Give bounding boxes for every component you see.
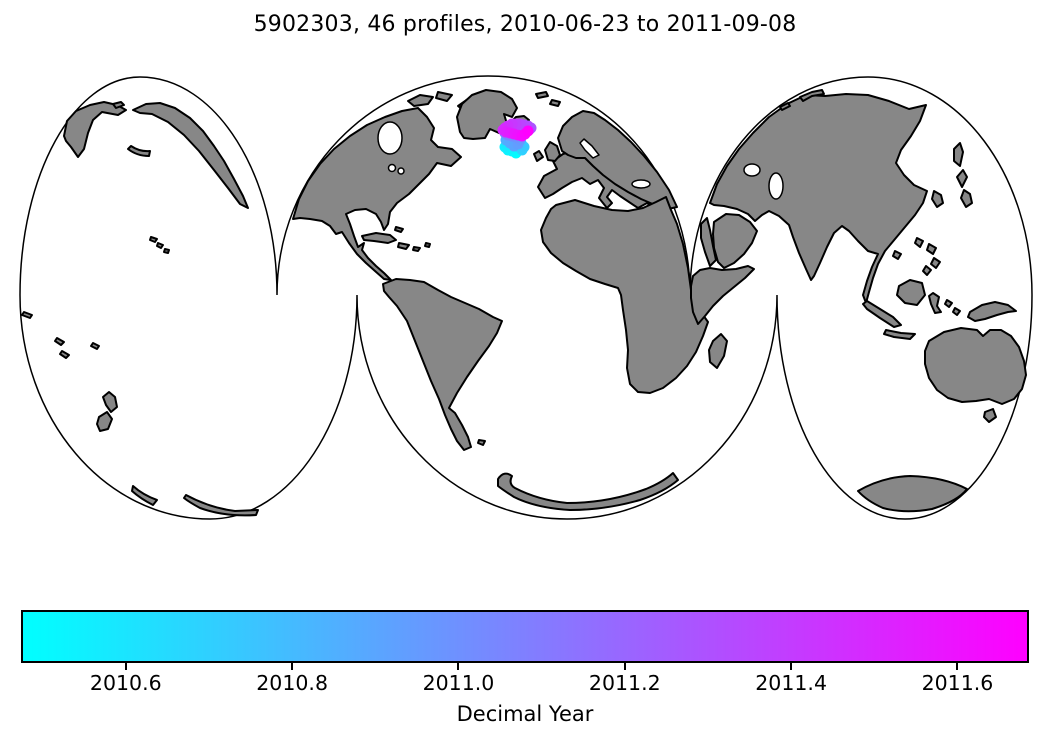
colorbar-tick	[124, 663, 127, 670]
colorbar-tick-label: 2010.6	[89, 671, 162, 695]
world-map	[19, 75, 1033, 520]
colorbar-tick	[623, 663, 626, 670]
colorbar-tick	[790, 663, 793, 670]
profile-dot	[522, 125, 534, 137]
colorbar-axis-label: Decimal Year	[456, 702, 594, 726]
colorbar-tick	[457, 663, 460, 670]
colorbar-tick-label: 2011.2	[588, 671, 661, 695]
profiles-layer	[497, 118, 537, 159]
colorbar-ticks: 2010.6 2010.8 2011.0 2011.2 2011.4 2011.6	[21, 663, 1029, 708]
colorbar	[21, 610, 1029, 663]
colorbar-tick	[956, 663, 959, 670]
colorbar-tick	[291, 663, 294, 670]
colorbar-tick-label: 2011.4	[755, 671, 827, 695]
colorbar-tick-label: 2011.6	[921, 671, 994, 695]
colorbar-gradient	[23, 612, 1027, 661]
continents	[21, 89, 1027, 517]
colorbar-tick-label: 2010.8	[256, 671, 328, 695]
colorbar-tick-label: 2011.0	[422, 671, 495, 695]
plot-title: 5902303, 46 profiles, 2010-06-23 to 2011…	[253, 12, 797, 37]
